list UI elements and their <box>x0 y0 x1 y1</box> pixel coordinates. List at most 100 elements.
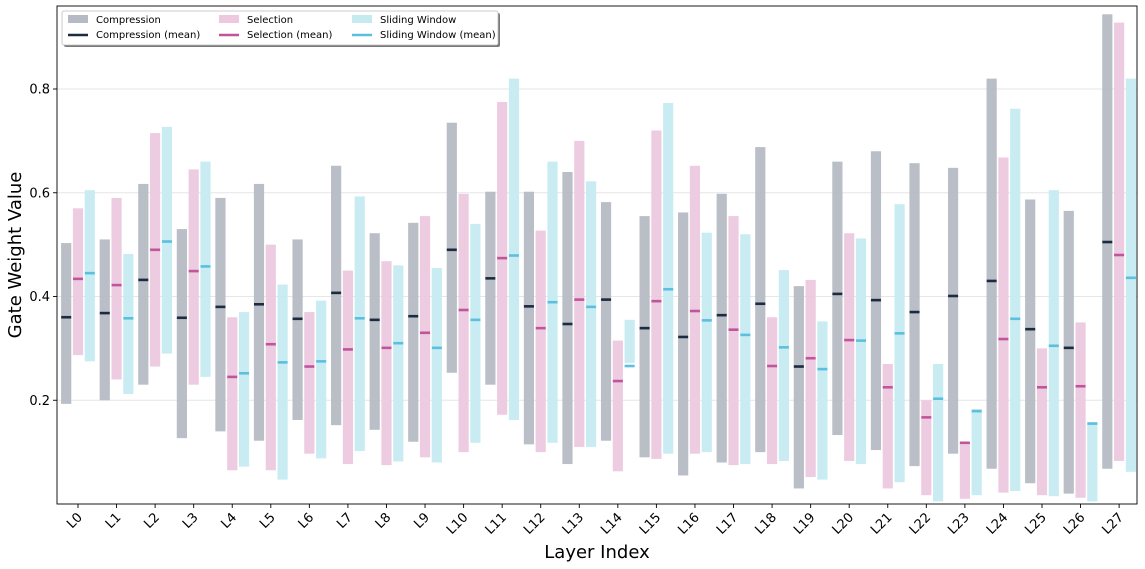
legend-label: Selection (mean) <box>247 30 333 41</box>
range-bar-selection-L13 <box>574 140 585 447</box>
x-tick-label: L24 <box>984 510 1011 537</box>
y-tick-label: 0.8 <box>29 83 50 98</box>
range-bar-compression-L20 <box>832 161 843 436</box>
legend-label: Compression <box>96 15 161 26</box>
range-bar-compression-L8 <box>369 233 380 430</box>
range-bar-compression-L7 <box>331 165 342 426</box>
range-bar-sliding-window-L18 <box>778 270 789 461</box>
range-bar-sliding-window-L21 <box>894 204 905 483</box>
range-bar-sliding-window-L25 <box>1048 190 1059 497</box>
range-bar-sliding-window-L6 <box>316 300 327 459</box>
range-bar-compression-L18 <box>755 147 766 453</box>
x-tick-label: L8 <box>373 510 395 532</box>
range-bar-sliding-window-L5 <box>277 284 288 480</box>
range-bar-selection-L5 <box>265 244 276 471</box>
range-bar-sliding-window-L14 <box>624 319 635 363</box>
x-tick-label: L20 <box>830 510 857 537</box>
range-bar-compression-L15 <box>639 216 650 458</box>
range-bar-sliding-window-L20 <box>855 238 867 465</box>
legend-swatch-sliding-window <box>352 15 372 23</box>
range-bar-compression-L26 <box>1063 210 1074 494</box>
x-tick-label: L26 <box>1061 510 1088 537</box>
x-tick-label: L2 <box>141 510 163 532</box>
x-tick-label: L1 <box>103 510 125 532</box>
range-bar-selection-L0 <box>72 208 84 356</box>
mean-markers <box>61 240 1136 445</box>
legend-label: Selection <box>247 15 293 26</box>
range-bar-selection-L24 <box>998 157 1009 493</box>
y-axis-label: Gate Weight Value <box>5 172 26 339</box>
x-tick-label: L17 <box>714 510 741 537</box>
range-bar-compression-L14 <box>600 202 612 441</box>
legend-swatch-selection <box>219 15 239 23</box>
x-tick-label: L6 <box>296 510 318 532</box>
range-bar-sliding-window-L15 <box>663 103 674 454</box>
range-bar-compression-L6 <box>292 239 303 420</box>
range-bar-selection-L19 <box>805 279 816 478</box>
range-bar-sliding-window-L23 <box>971 409 982 496</box>
x-tick-label: L10 <box>444 510 471 537</box>
range-bar-sliding-window-L8 <box>393 265 404 462</box>
range-bar-compression-L11 <box>485 191 496 385</box>
range-bar-sliding-window-L10 <box>470 223 481 443</box>
x-tick-label: L15 <box>637 510 664 537</box>
x-tick-label: L19 <box>791 510 818 537</box>
range-bar-selection-L8 <box>381 261 392 466</box>
range-bar-compression-L1 <box>99 239 110 401</box>
range-bar-compression-L0 <box>61 243 72 404</box>
range-bar-selection-L10 <box>458 193 469 453</box>
legend-box <box>61 10 499 46</box>
range-bar-compression-L4 <box>215 197 226 432</box>
range-bar-selection-L15 <box>651 130 662 459</box>
range-bar-compression-L25 <box>1025 199 1036 484</box>
range-bar-compression-L16 <box>678 212 689 476</box>
range-bar-sliding-window-L24 <box>1010 108 1021 492</box>
range-bar-selection-L27 <box>1114 22 1125 461</box>
range-bar-compression-L23 <box>947 167 959 454</box>
range-bar-sliding-window-L19 <box>817 321 828 480</box>
y-axis: 0.2 0.4 0.6 0.8 <box>29 83 57 409</box>
range-bar-selection-L3 <box>188 169 199 385</box>
range-bar-compression-L9 <box>408 222 419 442</box>
legend-label: Sliding Window (mean) <box>380 30 496 41</box>
range-bar-selection-L1 <box>111 197 122 380</box>
range-bar-sliding-window-L27 <box>1125 78 1137 472</box>
x-tick-label: L25 <box>1022 510 1049 537</box>
range-bar-sliding-window-L22 <box>933 363 944 502</box>
range-bar-selection-L20 <box>844 233 855 461</box>
range-bar-compression-L19 <box>793 286 804 489</box>
range-bar-compression-L12 <box>523 191 535 445</box>
legend-label: Sliding Window <box>380 15 456 26</box>
range-bar-sliding-window-L3 <box>200 161 211 377</box>
range-bar-compression-L13 <box>562 172 573 465</box>
range-bar-selection-L14 <box>612 340 623 472</box>
range-bar-selection-L23 <box>959 441 970 499</box>
y-tick-label: 0.4 <box>29 290 50 305</box>
range-bar-sliding-window-L9 <box>431 267 442 463</box>
range-bar-sliding-window-L4 <box>238 312 250 467</box>
range-bar-sliding-window-L17 <box>740 234 751 465</box>
x-axis: L0 L1 L2 L3 L4 L5 L6 L7 L8 L9 L10 L11 L12 L13 L14 L15 L1… <box>64 504 1127 538</box>
range-bar-selection-L12 <box>535 230 546 453</box>
legend: Compression Compression (mean) Selection Se… <box>61 10 500 47</box>
x-tick-label: L5 <box>257 510 279 532</box>
range-bar-compression-L24 <box>986 78 997 469</box>
range-bar-compression-L2 <box>138 183 149 385</box>
range-bar-sliding-window-L16 <box>701 232 712 453</box>
range-bar-selection-L26 <box>1075 322 1086 498</box>
x-tick-label: L18 <box>752 510 779 537</box>
range-bar-sliding-window-L7 <box>354 196 365 452</box>
range-bar-sliding-window-L11 <box>508 78 520 420</box>
x-tick-label: L11 <box>483 510 510 537</box>
range-bar-selection-L17 <box>728 216 739 466</box>
range-bar-selection-L21 <box>882 363 893 489</box>
x-tick-label: L16 <box>675 510 702 537</box>
y-tick-label: 0.2 <box>29 394 50 409</box>
x-tick-label: L22 <box>907 510 934 537</box>
y-tick-label: 0.6 <box>29 186 50 201</box>
range-bar-selection-L18 <box>766 317 778 465</box>
range-bar-selection-L9 <box>419 216 431 458</box>
x-tick-label: L13 <box>560 510 587 537</box>
x-tick-label: L21 <box>868 510 895 537</box>
